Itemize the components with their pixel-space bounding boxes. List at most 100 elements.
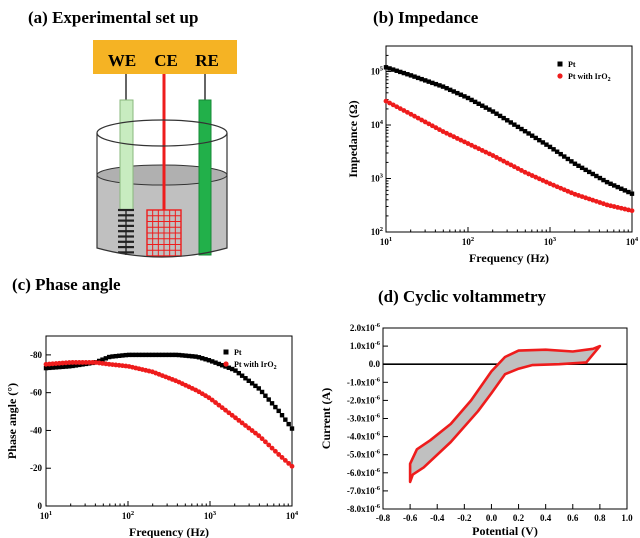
data-point-pt-iro2: [476, 146, 482, 152]
data-point-pt: [419, 76, 424, 82]
data-point-pt: [440, 84, 446, 89]
data-point-pt: [590, 171, 595, 177]
data-point-pt: [253, 383, 258, 389]
data-point-pt: [408, 73, 414, 78]
data-point-pt: [229, 366, 235, 372]
data-point-pt-iro2: [266, 442, 272, 448]
data-point-pt: [430, 80, 435, 86]
data-point-pt: [166, 352, 172, 358]
data-point-pt-iro2: [526, 171, 532, 177]
data-point-pt-iro2: [239, 420, 245, 426]
data-point-pt-iro2: [253, 430, 258, 436]
data-point-pt: [394, 68, 399, 73]
y-tick-label: -6.0x10-6: [347, 467, 381, 478]
data-point-pt-iro2: [219, 405, 225, 411]
data-point-pt-iro2: [206, 395, 212, 401]
data-point-pt: [273, 404, 278, 410]
data-point-pt-iro2: [233, 415, 238, 421]
data-point-pt: [60, 364, 65, 370]
data-point-pt: [63, 364, 69, 369]
data-point-pt: [279, 413, 285, 418]
data-point-pt-iro2: [70, 360, 75, 365]
data-point-pt: [113, 353, 119, 359]
x-tick-label: 0.0: [486, 513, 498, 523]
data-point-pt: [67, 364, 72, 369]
data-point-pt: [569, 159, 574, 164]
data-point-pt: [383, 65, 389, 70]
data-point-pt: [246, 378, 251, 383]
data-point-pt: [501, 115, 506, 121]
legend-marker-pt: [557, 61, 563, 67]
data-point-pt-iro2: [269, 445, 275, 451]
x-tick-label: 0.2: [513, 513, 525, 523]
data-point-pt-iro2: [486, 151, 492, 157]
data-point-pt: [140, 352, 145, 358]
legend-label-pt-iro2: Pt with IrO2: [234, 360, 277, 371]
data-point-pt: [216, 361, 222, 367]
data-point-pt: [269, 401, 275, 406]
data-point-pt-iro2: [289, 463, 295, 469]
data-point-pt-iro2: [229, 412, 235, 418]
data-point-pt-iro2: [226, 410, 232, 416]
x-tick-label: -0.8: [376, 513, 391, 523]
data-point-pt: [259, 389, 265, 395]
data-point-pt: [289, 426, 295, 431]
data-point-pt-iro2: [529, 173, 535, 178]
data-point-pt: [594, 173, 599, 179]
legend-label-pt: Pt: [568, 60, 576, 69]
data-point-pt-iro2: [447, 132, 453, 138]
data-point-pt-iro2: [501, 158, 507, 164]
y-tick-label: 0: [38, 501, 43, 511]
data-point-pt: [529, 133, 535, 138]
x-tick-label: -0.4: [430, 513, 445, 523]
data-point-pt-iro2: [236, 417, 242, 423]
data-point-pt: [512, 122, 517, 127]
x-tick-label: 103: [544, 236, 557, 247]
panel-a-title: (a) Experimental set up: [28, 8, 199, 27]
data-point-pt: [120, 353, 125, 358]
data-point-pt: [206, 358, 212, 363]
data-point-pt: [190, 354, 195, 359]
data-point-pt: [180, 353, 185, 358]
data-point-pt-iro2: [444, 130, 450, 136]
beaker-body: [96, 133, 228, 258]
data-point-pt: [465, 95, 471, 101]
y-tick-label: 1.0x10-6: [350, 340, 381, 351]
data-point-pt-iro2: [629, 208, 635, 214]
data-point-pt-iro2: [272, 448, 278, 454]
re-label: RE: [195, 51, 219, 70]
data-point-pt-iro2: [472, 144, 478, 150]
legend-label-pt-iro2: Pt with IrO2: [568, 72, 611, 83]
data-point-pt: [608, 181, 613, 187]
data-point-pt: [604, 179, 610, 185]
data-point-pt: [551, 147, 556, 152]
data-point-pt-iro2: [433, 125, 439, 131]
data-point-pt: [398, 69, 403, 75]
we-brush-tip: [118, 208, 134, 254]
data-point-pt: [476, 101, 481, 106]
data-point-pt: [494, 111, 499, 116]
data-point-pt-iro2: [511, 164, 517, 170]
data-point-pt: [186, 353, 192, 359]
data-point-pt: [276, 408, 281, 414]
counter-electrode-mesh: [146, 209, 182, 257]
data-point-pt: [193, 354, 198, 359]
data-point-pt: [533, 135, 538, 141]
data-point-pt-iro2: [286, 460, 292, 466]
data-point-pt: [540, 140, 546, 145]
data-point-pt: [505, 118, 510, 123]
data-point-pt: [601, 177, 606, 183]
data-point-pt: [213, 360, 218, 365]
y-tick-label: 0.0: [369, 359, 381, 369]
data-point-pt-iro2: [383, 98, 389, 104]
reference-electrode: [198, 99, 212, 256]
x-tick-label: 0.4: [540, 513, 552, 523]
data-point-pt-iro2: [415, 115, 421, 121]
x-tick-label: -0.6: [403, 513, 418, 523]
data-point-pt: [497, 113, 503, 119]
data-point-pt: [447, 87, 453, 93]
data-point-pt: [77, 362, 82, 368]
data-point-pt: [103, 356, 109, 361]
